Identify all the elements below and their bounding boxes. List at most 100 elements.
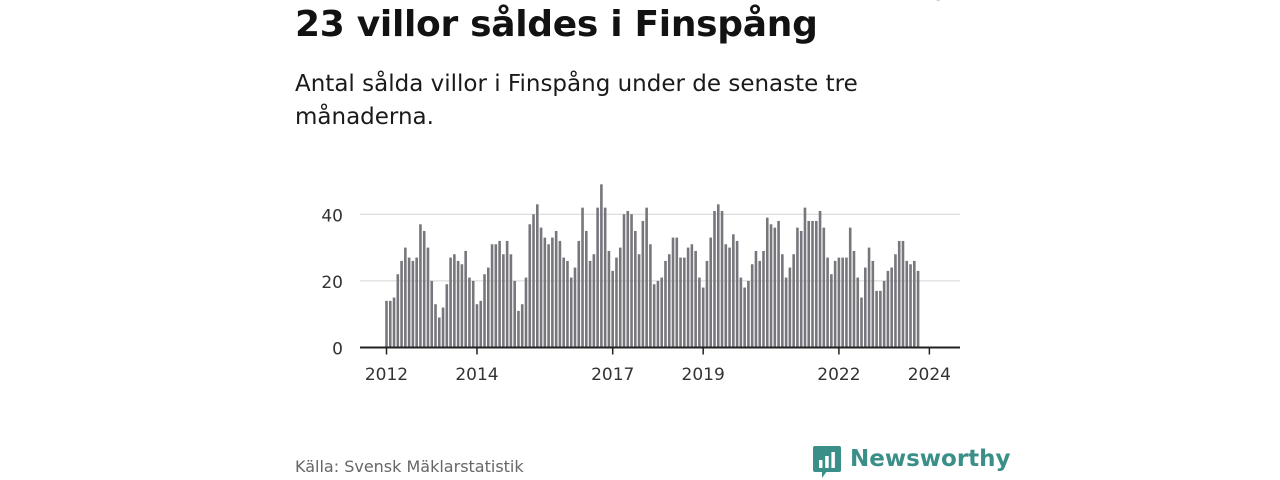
bar: [404, 247, 407, 348]
bar: [483, 274, 486, 348]
bar: [464, 250, 467, 348]
bar: [479, 300, 483, 348]
bar: [743, 287, 746, 348]
bar: [445, 284, 449, 348]
bar: [453, 254, 456, 348]
bar: [683, 257, 686, 348]
bar: [637, 254, 641, 348]
bar: [694, 250, 697, 348]
bar: [615, 257, 618, 348]
bar: [879, 290, 882, 348]
brand-name: Newsworthy: [850, 446, 1011, 472]
bar: [554, 230, 558, 348]
bar: [686, 247, 690, 348]
bar-chart: 0 20 40 2012 2014 2017 2019 2022 2024 23: [321, 0, 960, 385]
bar: [622, 214, 626, 348]
chart-title: 23 villor såldes i Finspång: [295, 4, 818, 45]
bar: [830, 274, 833, 348]
bar: [905, 260, 909, 348]
bar: [520, 304, 524, 348]
bar: [852, 250, 856, 348]
bar: [407, 257, 411, 348]
bar: [765, 217, 769, 348]
bar: [434, 304, 437, 348]
bar: [502, 254, 505, 348]
bar: [573, 267, 577, 348]
bar: [400, 260, 403, 348]
bar: [818, 210, 822, 348]
bar: [566, 260, 569, 348]
bar: [788, 267, 792, 348]
bar: [837, 257, 841, 348]
bar: [449, 257, 452, 348]
bar: [468, 277, 471, 348]
bar: [426, 247, 430, 348]
bar: [886, 270, 890, 348]
bar: [588, 260, 592, 348]
bar: [513, 280, 516, 348]
y-tick-label: 40: [321, 206, 343, 226]
bar: [796, 227, 799, 348]
bar: [664, 260, 667, 348]
bar: [660, 277, 664, 348]
bar: [701, 287, 705, 348]
bar: [916, 270, 920, 348]
bar: [724, 244, 728, 348]
bar: [754, 250, 758, 348]
bar: [826, 257, 829, 348]
x-tick-label: 2019: [682, 365, 725, 385]
bar: [441, 307, 445, 348]
axis-labels: 0 20 40 2012 2014 2017 2019 2022 2024 23: [321, 0, 951, 385]
bar: [716, 204, 720, 348]
chart-subtitle: Antal sålda villor i Finspång under de s…: [295, 71, 858, 130]
bar: [626, 210, 630, 348]
bar: [456, 260, 460, 348]
bar: [777, 220, 780, 348]
bar: [505, 240, 509, 348]
bar: [667, 254, 671, 348]
bar: [494, 244, 498, 348]
bar: [863, 267, 867, 348]
bar: [419, 224, 422, 348]
bar: [799, 230, 803, 348]
x-tick-label: 2014: [455, 365, 498, 385]
bar: [728, 247, 731, 348]
bar: [739, 277, 743, 348]
bar: [709, 237, 713, 348]
bar: [509, 254, 513, 348]
bar: [471, 280, 475, 348]
bar: [720, 210, 724, 348]
newsworthy-chart-icon: [813, 446, 841, 478]
bar: [811, 220, 814, 348]
bar: [814, 220, 818, 348]
bar: [600, 184, 603, 348]
bar: [652, 284, 656, 348]
bar: [656, 280, 660, 348]
bar: [551, 237, 554, 348]
bar: [388, 300, 392, 348]
bar: [773, 227, 777, 348]
y-tick-label: 20: [321, 273, 343, 293]
bar: [690, 244, 694, 348]
bar: [392, 297, 396, 348]
x-tick-label: 2017: [591, 365, 634, 385]
bar: [524, 277, 528, 348]
bar: [543, 237, 547, 348]
bar: [758, 260, 762, 348]
bar: [871, 260, 875, 348]
bar: [460, 264, 464, 348]
bar: [611, 270, 614, 348]
y-tick-label: 0: [332, 340, 343, 360]
bar: [585, 230, 588, 348]
bar: [675, 237, 679, 348]
bar: [592, 254, 596, 348]
bar: [732, 234, 735, 348]
bar: [913, 260, 916, 348]
bar: [517, 310, 520, 348]
bar: [641, 220, 645, 348]
bar: [901, 240, 905, 348]
bar: [867, 247, 871, 348]
bar: [750, 264, 754, 348]
bar: [536, 204, 539, 348]
bar: [603, 207, 607, 348]
